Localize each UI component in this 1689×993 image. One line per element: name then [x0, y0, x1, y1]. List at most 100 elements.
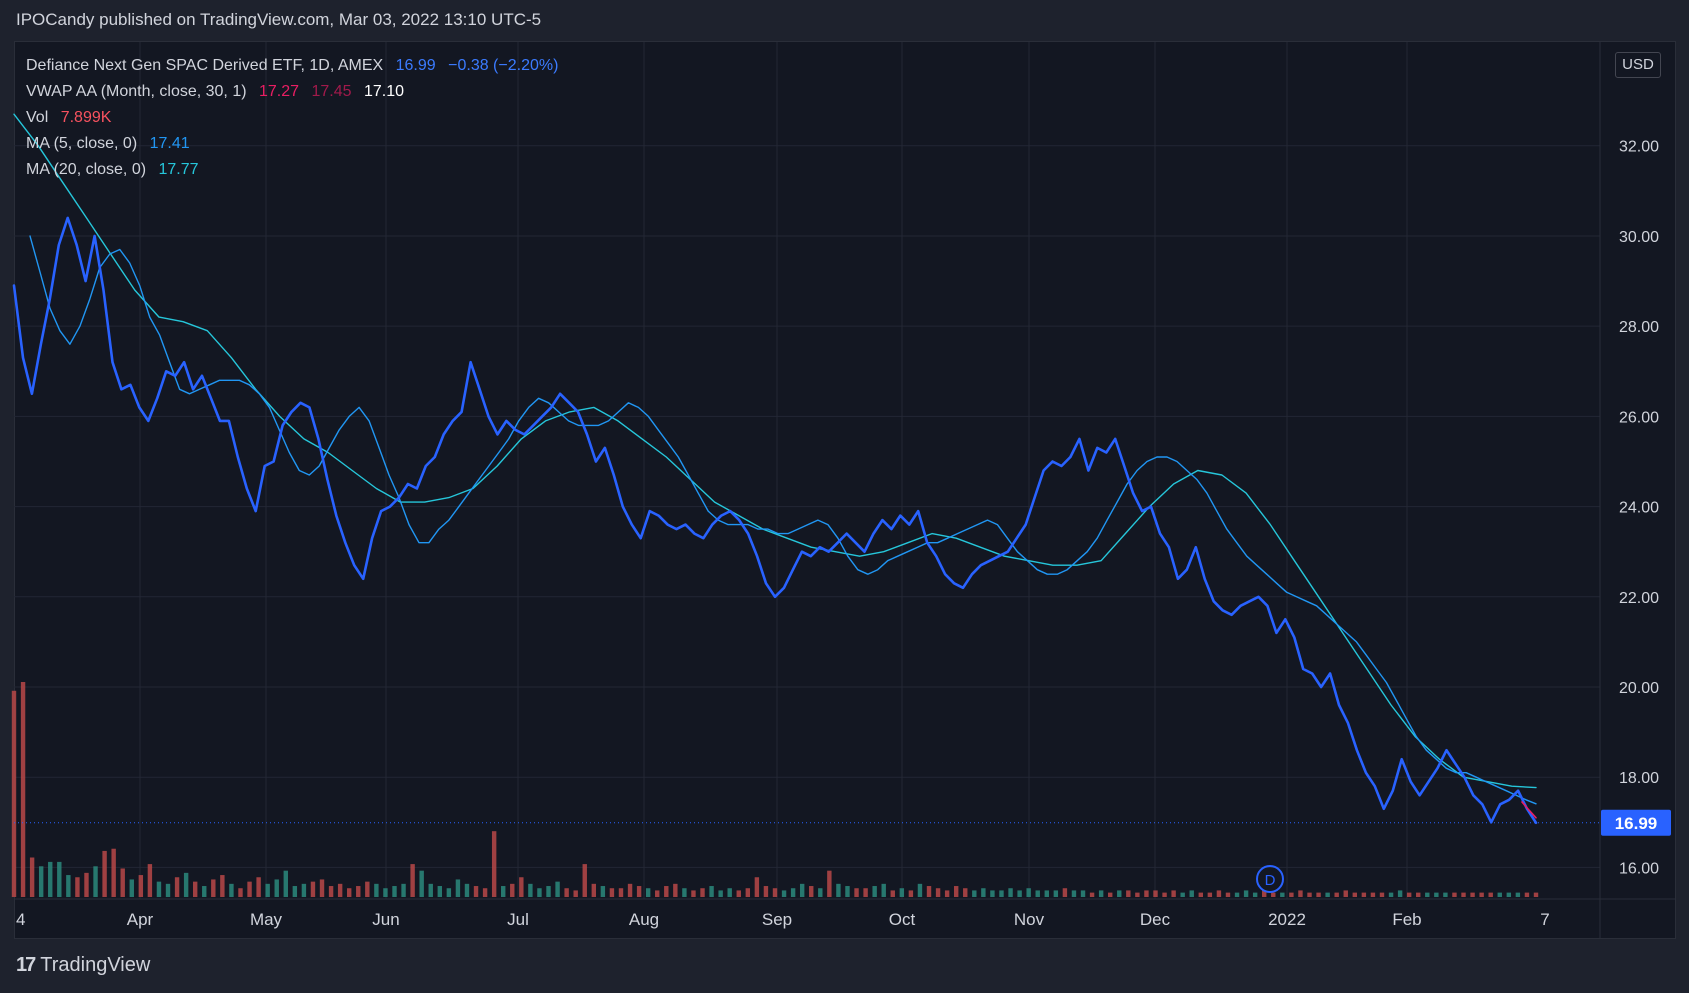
published-caption: IPOCandy published on TradingView.com, M…: [16, 10, 542, 29]
volume-bar: [999, 890, 1004, 897]
volume-bar: [691, 890, 696, 897]
volume-bar: [1334, 892, 1339, 897]
dividend-marker-label: D: [1265, 872, 1276, 889]
chart-legend: Defiance Next Gen SPAC Derived ETF, 1D, …: [26, 53, 566, 183]
ma5-value: 17.41: [149, 135, 190, 152]
volume-bar: [1162, 892, 1167, 897]
volume-bar: [1008, 888, 1013, 897]
y-tick-label: 28.00: [1619, 319, 1659, 336]
volume-bar: [38, 866, 44, 897]
volume-bar: [428, 883, 433, 897]
volume-bar: [1080, 890, 1086, 897]
volume-bar: [455, 879, 461, 897]
volume-bar: [491, 831, 497, 897]
volume-bar: [627, 883, 633, 897]
volume-bar: [1452, 892, 1457, 897]
volume-bar: [953, 886, 959, 897]
volume-bar: [1316, 892, 1321, 897]
volume-bar: [636, 886, 642, 897]
legend-ma5-row[interactable]: MA (5, close, 0) 17.41: [26, 131, 566, 157]
volume-bar: [1533, 892, 1539, 897]
volume-bar: [437, 886, 442, 897]
volume-bar: [1461, 892, 1466, 897]
chart-frame[interactable]: [14, 41, 1676, 939]
legend-symbol-row[interactable]: Defiance Next Gen SPAC Derived ETF, 1D, …: [26, 53, 566, 79]
volume-bar: [963, 888, 968, 897]
currency-button[interactable]: USD: [1615, 52, 1661, 78]
volume-bar: [564, 888, 569, 897]
volume-bar: [881, 883, 886, 897]
volume-bar: [1506, 892, 1512, 897]
volume-bar: [727, 888, 732, 897]
dividend-marker: [1256, 865, 1284, 893]
volume-bar: [763, 886, 769, 897]
volume-bar: [555, 881, 560, 897]
volume-bar: [473, 886, 479, 897]
volume-bar: [618, 888, 624, 897]
volume-bar: [337, 883, 343, 897]
volume-bar: [1153, 890, 1158, 897]
y-tick-label: 24.00: [1619, 500, 1659, 517]
volume-bar: [256, 877, 261, 897]
volume-bar: [102, 850, 107, 897]
price-line: [12, 216, 1538, 825]
volume-bar: [1388, 892, 1394, 897]
volume-bar: [682, 888, 687, 897]
volume-bar: [401, 883, 406, 897]
volume-bar: [1017, 890, 1022, 897]
volume-bar: [84, 872, 89, 897]
y-tick-label: 20.00: [1619, 680, 1659, 697]
volume-bar: [138, 875, 144, 897]
volume-bar: [446, 888, 452, 897]
x-tick-label: 7: [1540, 910, 1549, 929]
volume-bar: [1089, 892, 1095, 897]
legend-ma20-row[interactable]: MA (20, close, 0) 17.77: [26, 157, 566, 183]
volume-bar: [1189, 890, 1194, 897]
volume-bar: [11, 690, 17, 897]
x-tick-label: Oct: [889, 910, 916, 929]
volume-bar: [392, 886, 397, 897]
volume-bar: [20, 682, 26, 897]
volume-bar: [165, 883, 171, 897]
ma5-name: MA (5, close, 0): [26, 135, 138, 152]
volume-bar: [799, 883, 805, 897]
legend-vwap-row[interactable]: VWAP AA (Month, close, 30, 1) 17.27 17.4…: [26, 79, 566, 105]
y-tick-label: 32.00: [1619, 139, 1659, 156]
symbol-change: −0.38 (−2.20%): [448, 57, 559, 74]
volume-bar: [645, 888, 651, 897]
volume-bar: [1515, 892, 1521, 897]
volume-bar: [537, 888, 542, 897]
volume-bar: [709, 886, 714, 897]
volume-bar: [1098, 890, 1104, 897]
price-badge: [1601, 809, 1671, 836]
volume-bar: [156, 881, 162, 897]
ma20-name: MA (20, close, 0): [26, 161, 147, 178]
volume-bar: [818, 888, 823, 897]
volume-bar: [546, 886, 551, 897]
volume-bar: [736, 890, 741, 897]
volume-bar: [183, 872, 189, 897]
volume-bar: [1171, 890, 1176, 897]
volume-bar: [854, 888, 859, 897]
volume-bar: [120, 868, 125, 897]
tradingview-logo[interactable]: 17 TradingView: [16, 954, 150, 977]
vol-name: Vol: [26, 109, 49, 126]
y-tick-label: 30.00: [1619, 229, 1659, 246]
x-tick-label: Jul: [507, 910, 529, 929]
tradingview-brand: TradingView: [40, 954, 151, 976]
volume-bar: [655, 890, 660, 897]
x-tick-label: Dec: [1140, 910, 1171, 929]
volume-bar: [1307, 892, 1312, 897]
legend-vol-row[interactable]: Vol 7.899K: [26, 105, 566, 131]
volume-bar: [211, 879, 216, 897]
volume-bar: [1262, 890, 1267, 897]
volume-bar: [229, 883, 234, 897]
volume-bar: [1361, 892, 1367, 897]
volume-bar: [510, 883, 515, 897]
volume-bar: [981, 888, 986, 897]
volume-bar: [809, 886, 814, 897]
volume-bar: [265, 883, 270, 897]
volume-bar: [935, 888, 941, 897]
volume-bar: [609, 888, 615, 897]
